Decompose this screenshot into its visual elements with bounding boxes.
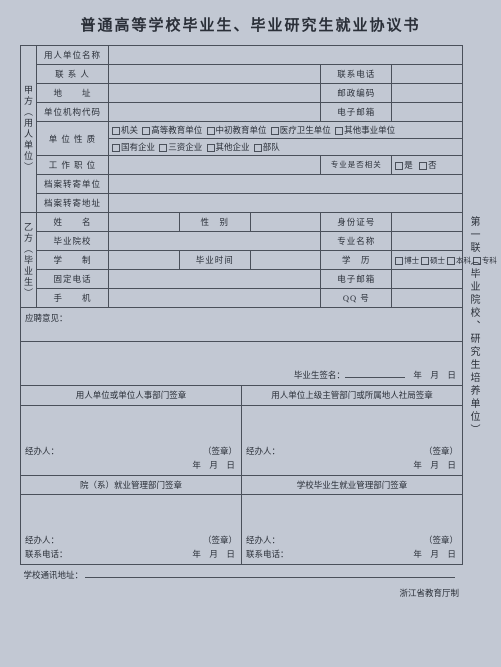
stamp-table-1: 用人单位或单位人事部门签章 用人单位上级主管部门或所属地人社局签章 经办人： （… [20,386,463,583]
school-addr[interactable]: 学校通讯地址： [21,564,463,583]
lbl-degree: 学 历 [321,251,392,270]
val-gender[interactable] [250,213,321,232]
stamp1-area[interactable]: 经办人： （签章） 年 月 日 [21,405,242,475]
side-label: 第一联（毕业院校、研究生培养单位） [467,45,481,599]
lbl-gender: 性 别 [179,213,250,232]
stamp2-title: 用人单位上级主管部门或所属地人社局签章 [242,386,463,405]
grad-sign-area[interactable]: 毕业生签名： 年 月 日 [21,342,463,386]
stamp4-area[interactable]: 经办人： （签章） 联系电话： 年 月 日 [242,494,463,564]
val-idno[interactable] [392,213,463,232]
val-major[interactable] [392,232,463,251]
stamp3-area[interactable]: 经办人： （签章） 联系电话： 年 月 日 [21,494,242,564]
lbl-zip: 邮政编码 [321,84,392,103]
lbl-landline: 固定电话 [37,270,109,289]
val-duration[interactable] [109,251,180,270]
val-gradtime[interactable] [250,251,321,270]
val-email[interactable] [392,103,463,122]
stamp1-title: 用人单位或单位人事部门签章 [21,386,242,405]
val-addr[interactable] [109,84,321,103]
party-b-label: 乙方（毕业生） [21,213,37,308]
opinion-area[interactable]: 应聘意见： [21,308,463,342]
val-zip[interactable] [392,84,463,103]
lbl-archive-unit: 档案转寄单位 [37,175,109,194]
lbl-position: 工 作 职 位 [37,156,109,175]
lbl-addr: 地 址 [37,84,109,103]
doc-title: 普通高等学校毕业生、毕业研究生就业协议书 [20,14,481,35]
val-email2[interactable] [392,270,463,289]
lbl-employer-name: 用人单位名称 [37,46,109,65]
lbl-major: 专业名称 [321,232,392,251]
lbl-gradtime: 毕业时间 [179,251,250,270]
party-a-label: 甲方（用人单位） [21,46,37,213]
form-table: 甲方（用人单位） 用人单位名称 联 系 人 联系电话 地 址 邮政编码 单位机构… [20,45,463,386]
val-archive-unit[interactable] [109,175,463,194]
lbl-qq: QQ 号 [321,289,392,308]
val-qq[interactable] [392,289,463,308]
val-contact[interactable] [109,65,321,84]
nature-opts-2[interactable]: 国有企业 三资企业 其他企业 部队 [109,139,463,156]
val-mobile[interactable] [109,289,321,308]
lbl-school: 毕业院校 [37,232,109,251]
val-related[interactable]: 是 否 [392,156,463,175]
stamp2-area[interactable]: 经办人： （签章） 年 月 日 [242,405,463,475]
lbl-name: 姓 名 [37,213,109,232]
val-tel[interactable] [392,65,463,84]
lbl-related: 专业是否相关 [321,156,392,175]
lbl-duration: 学 制 [37,251,109,270]
nature-opts-1[interactable]: 机关 高等教育单位 中初教育单位 医疗卫生单位 其他事业单位 [109,122,463,139]
lbl-orgcode: 单位机构代码 [37,103,109,122]
val-position[interactable] [109,156,321,175]
lbl-archive-addr: 档案转寄地址 [37,194,109,213]
stamp4-title: 学校毕业生就业管理部门签章 [242,475,463,494]
lbl-nature: 单 位 性 质 [37,122,109,156]
stamp3-title: 院（系）就业管理部门签章 [21,475,242,494]
val-school[interactable] [109,232,321,251]
lbl-tel: 联系电话 [321,65,392,84]
lbl-email: 电子邮箱 [321,103,392,122]
lbl-mobile: 手 机 [37,289,109,308]
val-degree[interactable]: 博士 硕士 本科 专科（高职） [392,251,463,270]
maker-label: 浙江省教育厅制 [20,587,463,599]
val-employer-name[interactable] [109,46,463,65]
val-name[interactable] [109,213,180,232]
lbl-idno: 身份证号 [321,213,392,232]
lbl-contact: 联 系 人 [37,65,109,84]
val-orgcode[interactable] [109,103,321,122]
val-landline[interactable] [109,270,321,289]
val-archive-addr[interactable] [109,194,463,213]
lbl-email2: 电子邮箱 [321,270,392,289]
